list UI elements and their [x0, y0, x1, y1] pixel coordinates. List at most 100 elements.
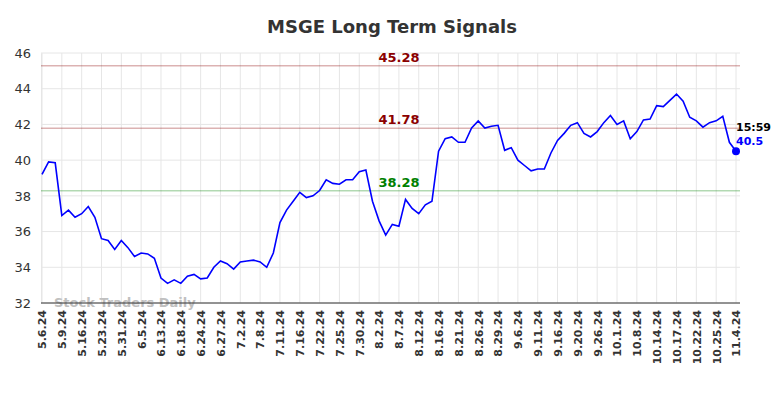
x-tick-label: 6.13.24	[155, 310, 168, 357]
x-axis-line	[41, 303, 740, 304]
x-tick-label: 7.11.24	[274, 310, 287, 357]
grid-line	[200, 53, 201, 303]
grid-line	[676, 53, 677, 303]
x-tick-label: 9.6.24	[512, 310, 525, 349]
x-tick-label: 5.23.24	[96, 310, 109, 357]
grid-line	[517, 53, 518, 303]
y-tick-label: 40	[14, 153, 31, 168]
x-tick-label: 8.26.24	[473, 310, 486, 357]
y-tick-label: 42	[14, 117, 31, 132]
grid-line	[636, 53, 637, 303]
x-tick-label: 5.31.24	[116, 310, 129, 357]
x-tick: 7.11.24	[274, 303, 287, 357]
x-tick-label: 8.2.24	[373, 310, 386, 349]
grid-line	[696, 53, 697, 303]
y-tick: 32	[14, 296, 41, 311]
grid-line	[41, 195, 740, 196]
reference-label: 45.28	[378, 50, 419, 65]
x-axis: 5.6.245.9.245.16.245.23.245.31.246.5.246…	[36, 303, 743, 364]
x-tick: 5.9.24	[56, 303, 69, 349]
x-tick-label: 7.2.24	[235, 310, 248, 349]
x-tick: 9.20.24	[572, 303, 585, 357]
grid-line	[101, 53, 102, 303]
x-tick: 9.6.24	[512, 303, 525, 349]
grid-line	[498, 53, 499, 303]
x-tick-label: 5.16.24	[76, 310, 89, 357]
x-tick-label: 5.9.24	[56, 310, 69, 349]
last-time: 15:59	[736, 121, 771, 134]
y-tick: 46	[14, 46, 41, 61]
grid-line	[339, 53, 340, 303]
reference-label: 41.78	[378, 112, 419, 127]
x-tick-label: 7.22.24	[314, 310, 327, 357]
x-tick: 7.30.24	[354, 303, 367, 357]
x-tick-label: 8.16.24	[433, 310, 446, 357]
y-tick: 44	[14, 81, 41, 96]
grid-line	[537, 53, 538, 303]
grid-line	[736, 53, 737, 303]
x-tick: 9.16.24	[552, 303, 565, 357]
y-tick: 38	[14, 189, 41, 204]
reference-line	[41, 65, 740, 67]
grid-line	[180, 53, 181, 303]
grid-line	[41, 231, 740, 232]
title: MSGE Long Term Signals	[267, 16, 517, 37]
y-tick-label: 34	[14, 260, 31, 275]
grid-line	[438, 53, 439, 303]
reference-line	[41, 128, 740, 130]
x-tick: 8.26.24	[473, 303, 486, 357]
reference-label: 38.28	[378, 175, 419, 190]
x-tick-label: 10.8.24	[631, 310, 644, 357]
grid-line	[41, 303, 740, 304]
x-tick-label: 11.4.24	[730, 310, 743, 357]
grid-line	[557, 53, 558, 303]
grid-line	[716, 53, 717, 303]
x-tick: 10.8.24	[631, 303, 644, 357]
grid-line	[597, 53, 598, 303]
grid-line	[81, 53, 82, 303]
x-tick-label: 9.26.24	[592, 310, 605, 357]
grid-line	[42, 53, 43, 303]
x-tick-label: 6.5.24	[135, 310, 148, 349]
price-line	[42, 94, 736, 283]
grid-line	[279, 53, 280, 303]
x-tick-label: 7.25.24	[334, 310, 347, 357]
y-axis: 32 34 36 38 40 42 44 46	[14, 46, 41, 311]
grid-line	[359, 53, 360, 303]
y-tick-label: 44	[14, 81, 31, 96]
x-tick: 7.25.24	[334, 303, 347, 357]
x-tick-label: 8.7.24	[393, 310, 406, 349]
y-tick: 34	[14, 260, 41, 275]
y-tick-label: 36	[14, 224, 31, 239]
x-tick: 8.16.24	[433, 303, 446, 357]
y-tick-label: 32	[14, 296, 31, 311]
grid-line	[141, 53, 142, 303]
x-tick-label: 9.16.24	[552, 310, 565, 357]
grid-line	[41, 88, 740, 89]
x-tick-label: 9.11.24	[532, 310, 545, 357]
x-tick: 7.16.24	[294, 303, 307, 357]
x-tick: 8.2.24	[373, 303, 386, 349]
x-tick: 6.18.24	[175, 303, 188, 357]
x-tick: 6.24.24	[195, 303, 208, 357]
grid-line	[319, 53, 320, 303]
x-tick: 10.17.24	[671, 303, 684, 364]
y-tick-label: 46	[14, 46, 31, 61]
x-tick-label: 10.14.24	[651, 310, 664, 365]
x-tick-label: 9.20.24	[572, 310, 585, 357]
y-tick: 36	[14, 224, 41, 239]
x-tick: 8.7.24	[393, 303, 406, 349]
grid-line	[240, 53, 241, 303]
grid-line	[160, 53, 161, 303]
grid-line	[61, 53, 62, 303]
x-tick: 8.21.24	[453, 303, 466, 357]
x-tick-label: 10.17.24	[671, 310, 684, 365]
x-tick-label: 10.25.24	[711, 310, 724, 365]
x-tick-label: 10.22.24	[691, 310, 704, 365]
grid-line	[577, 53, 578, 303]
grid-line	[121, 53, 122, 303]
x-tick-label: 6.18.24	[175, 310, 188, 357]
x-tick: 6.13.24	[155, 303, 168, 357]
x-tick-label: 8.12.24	[413, 310, 426, 357]
grid-line	[656, 53, 657, 303]
